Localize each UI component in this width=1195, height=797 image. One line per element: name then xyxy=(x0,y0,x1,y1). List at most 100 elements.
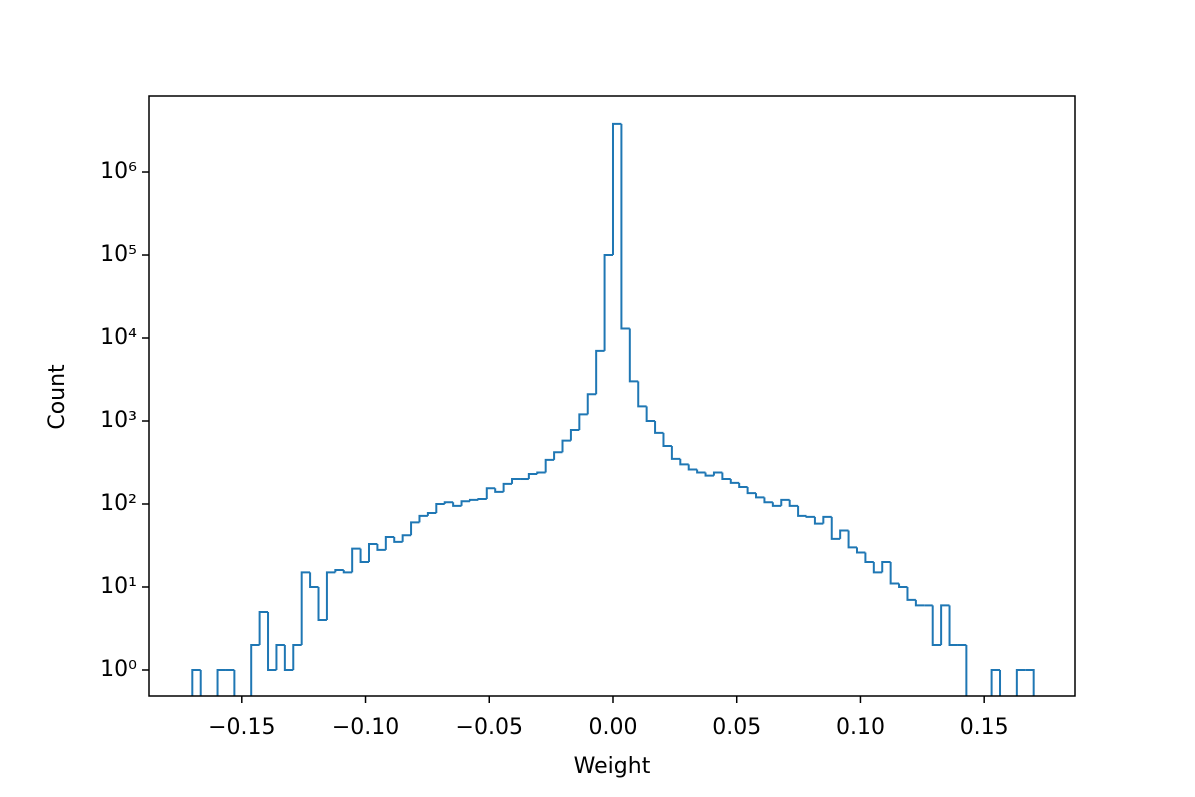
histogram-step xyxy=(704,472,714,477)
x-tick-label: 0.00 xyxy=(588,715,637,740)
histogram-step xyxy=(334,569,344,573)
histogram-step xyxy=(527,472,538,480)
histogram-step xyxy=(999,669,1002,696)
histogram-step xyxy=(342,570,353,574)
histogram-step xyxy=(426,511,437,516)
histogram-step xyxy=(965,645,968,696)
histogram-step xyxy=(721,472,731,481)
x-tick-label: 0.05 xyxy=(712,715,761,740)
histogram-step xyxy=(830,516,841,540)
y-tick-label: 10⁰ xyxy=(100,657,137,682)
histogram-step xyxy=(654,421,664,434)
histogram-step xyxy=(763,497,773,504)
histogram-step xyxy=(410,521,420,536)
histogram-step xyxy=(855,547,866,554)
histogram-step xyxy=(300,571,311,646)
histogram-step xyxy=(940,604,950,646)
histogram-step xyxy=(250,644,260,696)
histogram-step xyxy=(367,542,378,563)
histogram-step xyxy=(317,586,327,622)
histogram-step xyxy=(418,514,428,523)
histogram-step xyxy=(452,502,462,507)
histogram-step xyxy=(561,439,571,453)
histogram-step xyxy=(359,548,369,564)
histogram-step xyxy=(376,543,386,551)
histogram-step xyxy=(906,586,916,601)
histogram-step xyxy=(292,644,302,670)
y-tick-label: 10¹ xyxy=(100,574,137,599)
histogram-step xyxy=(258,610,269,646)
histogram-step xyxy=(889,562,900,585)
histogram-step xyxy=(788,499,799,507)
histogram-step xyxy=(536,471,546,474)
histogram-step xyxy=(679,458,689,466)
histogram-step xyxy=(595,349,605,395)
histogram-step xyxy=(494,488,504,493)
histogram-step xyxy=(586,393,597,415)
y-tick-label: 10⁶ xyxy=(100,159,137,184)
histogram-step xyxy=(898,583,908,588)
histogram-step xyxy=(603,254,613,351)
histogram-step xyxy=(839,529,849,539)
histogram-step xyxy=(611,122,622,256)
histogram-step xyxy=(443,501,454,505)
histogram-step xyxy=(569,428,580,441)
histogram-step xyxy=(544,458,555,473)
histogram-step xyxy=(435,503,445,513)
histogram-step xyxy=(746,487,757,495)
histogram-step xyxy=(729,479,740,484)
histogram-step xyxy=(485,487,496,499)
y-tick-label: 10³ xyxy=(100,408,137,433)
histogram-step xyxy=(477,497,487,500)
histogram-step xyxy=(822,515,832,524)
histogram-step xyxy=(847,530,857,549)
x-tick-label: 0.15 xyxy=(960,715,1009,740)
histogram-step xyxy=(881,561,891,573)
histogram-step xyxy=(771,502,782,507)
histogram-step xyxy=(275,644,285,670)
x-tick-label: 0.10 xyxy=(836,715,885,740)
histogram-step xyxy=(553,451,563,460)
y-axis-label: Count xyxy=(45,364,70,430)
histogram-step xyxy=(309,572,319,588)
histogram-step xyxy=(797,505,807,517)
histogram-step xyxy=(780,498,790,506)
histogram-step xyxy=(755,493,765,499)
histogram-step xyxy=(670,445,681,460)
histogram-step xyxy=(990,668,1001,696)
histogram-step xyxy=(460,500,470,506)
histogram-step xyxy=(645,406,656,423)
histogram-step xyxy=(502,482,513,492)
histogram-step xyxy=(864,552,874,564)
plot-area xyxy=(191,122,1035,696)
histogram-step xyxy=(351,547,361,573)
y-tick-label: 10² xyxy=(100,491,137,516)
histogram-step xyxy=(1025,668,1035,696)
histogram-step xyxy=(872,562,883,574)
x-axis-label: Weight xyxy=(574,754,651,779)
histogram-step xyxy=(914,599,925,607)
histogram-step xyxy=(662,432,672,447)
histogram-step xyxy=(687,464,698,471)
x-tick-label: −0.10 xyxy=(332,715,399,740)
histogram-step xyxy=(620,123,630,330)
histogram-step xyxy=(199,669,202,696)
histogram-step xyxy=(578,413,588,430)
y-tick-label: 10⁵ xyxy=(100,242,137,267)
histogram-step xyxy=(628,328,639,383)
x-tick-label: −0.15 xyxy=(208,715,275,740)
histogram-step xyxy=(283,645,294,671)
y-tick-label: 10⁴ xyxy=(100,325,137,350)
histogram-step xyxy=(948,605,958,647)
histogram-step xyxy=(267,611,277,671)
histogram-step xyxy=(637,381,647,408)
x-tick-label: −0.05 xyxy=(456,715,523,740)
histogram-step xyxy=(696,469,706,474)
histogram-step xyxy=(738,482,748,489)
histogram-step xyxy=(712,471,723,476)
histogram-step xyxy=(1015,668,1026,696)
axes-frame xyxy=(148,95,1076,697)
histogram-step xyxy=(401,534,412,542)
histogram-step xyxy=(384,536,395,550)
